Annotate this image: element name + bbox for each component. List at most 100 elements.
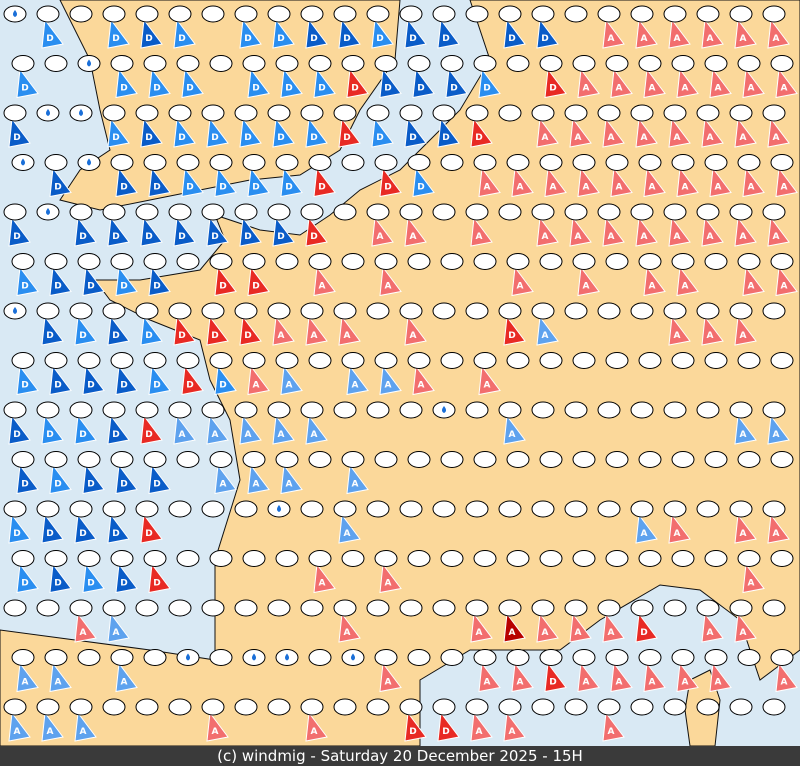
cloud-ellipse [696, 104, 720, 122]
wind-symbol: A [275, 352, 303, 396]
wind-symbol: D [473, 55, 501, 99]
cloud-ellipse [597, 302, 621, 320]
wind-pennant [379, 365, 402, 396]
wind-symbol [176, 253, 200, 270]
pennant-letter: D [79, 331, 86, 341]
cloud-ellipse [308, 154, 332, 171]
cloud-ellipse [234, 104, 258, 122]
wind-pennant [148, 167, 171, 198]
wind-symbol [473, 451, 497, 468]
wind-symbol: D [110, 253, 138, 297]
wind-pennant [734, 216, 757, 247]
wind-pennant [668, 117, 691, 148]
pennant-letter: D [640, 628, 647, 638]
cloud-ellipse [300, 302, 324, 320]
wind-symbol: D [407, 55, 435, 99]
cloud-ellipse [597, 104, 621, 122]
cloud-ellipse [3, 599, 27, 617]
wind-symbol [242, 550, 266, 567]
wind-symbol [333, 203, 357, 221]
wind-symbol [762, 698, 786, 716]
wind-pennant [247, 167, 270, 198]
wind-symbol: A [267, 401, 295, 445]
wind-symbol [630, 401, 654, 419]
pennant-letter: D [442, 133, 449, 143]
wind-pennant [140, 216, 163, 247]
wind-symbol: D [102, 500, 130, 544]
wind-symbol: D [143, 352, 171, 396]
cloud-ellipse [473, 451, 497, 468]
wind-symbol: D [234, 5, 262, 49]
wind-pennant [173, 216, 196, 247]
cloud-ellipse [168, 500, 192, 518]
wind-symbol [209, 550, 233, 567]
pennant-letter: A [476, 232, 483, 242]
cloud-ellipse [729, 698, 753, 716]
wind-pennant [49, 464, 72, 495]
wind-symbol [762, 599, 786, 617]
wind-symbol [399, 599, 423, 617]
wind-symbol [473, 550, 497, 567]
wind-symbol: D [143, 550, 171, 594]
pennant-letter: D [310, 133, 317, 143]
cloud-ellipse [696, 302, 720, 320]
pennant-letter: A [517, 678, 524, 688]
wind-pennant [668, 216, 691, 247]
wind-symbol: A [671, 253, 699, 297]
wind-symbol: A [341, 352, 369, 396]
wind-pennant [569, 612, 592, 643]
wind-pennant [181, 68, 204, 99]
pennant-letter: D [211, 232, 218, 242]
pennant-letter: A [641, 529, 648, 539]
wind-pennant [635, 216, 658, 247]
wind-symbol: A [696, 599, 724, 643]
wind-symbol: D [498, 5, 526, 49]
wind-symbol [267, 698, 291, 716]
wind-pennant [247, 365, 270, 396]
cloud-ellipse [704, 253, 728, 270]
wind-pennant [140, 18, 163, 49]
wind-pennant [115, 563, 138, 594]
pennant-letter: A [476, 628, 483, 638]
cloud-ellipse [333, 302, 357, 320]
pennant-letter: D [483, 84, 490, 94]
cloud-ellipse [176, 451, 200, 468]
wind-symbol: D [143, 451, 171, 495]
wind-pennant [404, 117, 427, 148]
cloud-ellipse [374, 55, 398, 72]
pennant-letter: D [87, 480, 94, 490]
cloud-ellipse [275, 451, 299, 468]
wind-pennant [239, 18, 262, 49]
pennant-letter: D [384, 84, 391, 94]
wind-symbol: A [630, 500, 658, 544]
cloud-ellipse [333, 5, 357, 23]
pennant-letter: A [253, 480, 260, 490]
wind-pennant [107, 117, 130, 148]
cloud-ellipse [498, 104, 522, 122]
wind-symbol: D [234, 203, 262, 247]
cloud-ellipse [143, 550, 167, 567]
wind-pennant [676, 167, 699, 198]
wind-symbol: A [729, 302, 757, 346]
cloud-ellipse [44, 550, 68, 567]
wind-symbol: A [704, 154, 732, 198]
wind-symbol: A [737, 55, 765, 99]
wind-symbol [440, 649, 464, 666]
cloud-ellipse [110, 649, 134, 666]
wind-symbol [341, 154, 365, 171]
cloud-ellipse [630, 203, 654, 221]
cloud-ellipse [308, 253, 332, 270]
wind-pennant [305, 18, 328, 49]
wind-pennant [503, 18, 526, 49]
cloud-ellipse [143, 55, 167, 72]
cloud-ellipse [341, 253, 365, 270]
pennant-letter: D [252, 84, 259, 94]
wind-symbol [267, 599, 291, 617]
cloud-ellipse [539, 550, 563, 567]
wind-symbol: A [333, 302, 361, 346]
cloud-ellipse [11, 253, 35, 270]
wind-symbol: A [762, 203, 790, 247]
wind-symbol: A [572, 154, 600, 198]
wind-pennant [379, 662, 402, 693]
pennant-letter: A [253, 381, 260, 391]
